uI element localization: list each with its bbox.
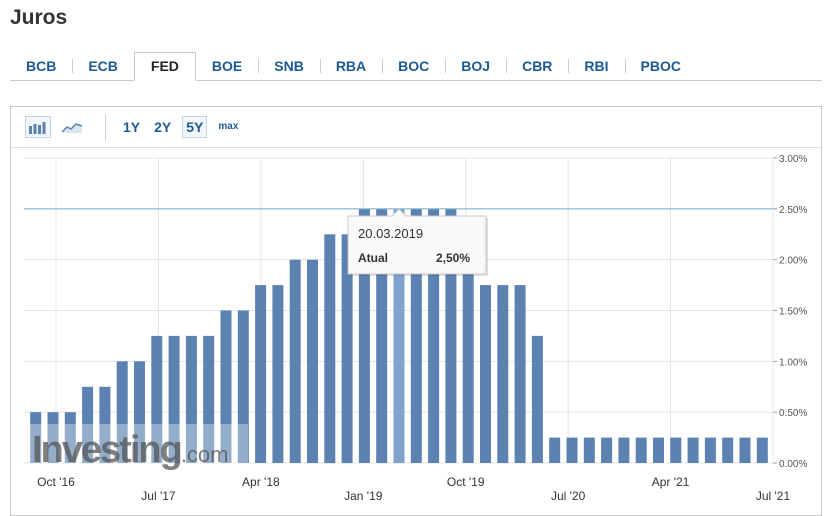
bar bbox=[722, 437, 734, 463]
bar bbox=[30, 412, 42, 463]
bar bbox=[531, 335, 543, 463]
bar bbox=[99, 386, 111, 464]
bar bbox=[376, 208, 388, 463]
bar bbox=[47, 412, 59, 463]
x-tick-label: Oct '16 bbox=[37, 475, 75, 489]
range-2y-button[interactable]: 2Y bbox=[154, 119, 172, 135]
tooltip-value: 2,50% bbox=[436, 251, 470, 265]
bar bbox=[566, 437, 578, 463]
x-tick-label: Jul '21 bbox=[756, 489, 791, 503]
toolbar-divider bbox=[105, 114, 106, 140]
bar bbox=[635, 437, 647, 463]
tab-boe[interactable]: BOE bbox=[211, 58, 243, 74]
bar bbox=[168, 335, 180, 463]
bar bbox=[601, 437, 613, 463]
x-tick-label: Jul '20 bbox=[551, 489, 586, 503]
bar bbox=[64, 412, 76, 463]
tooltip-box bbox=[347, 208, 487, 275]
bar bbox=[704, 437, 716, 463]
bar bbox=[497, 285, 509, 463]
area-chart-icon[interactable] bbox=[59, 116, 85, 138]
bar bbox=[462, 259, 474, 463]
x-tick-label: Jul '17 bbox=[141, 489, 176, 503]
bar bbox=[341, 234, 353, 464]
chart-toolbar: 1Y 2Y 5Y max bbox=[25, 114, 249, 140]
bar bbox=[289, 259, 301, 463]
range-5y-button[interactable]: 5Y bbox=[182, 116, 208, 138]
bar bbox=[514, 285, 526, 463]
watermark-main: Investing bbox=[32, 429, 181, 471]
y-tick-label: 0.50% bbox=[779, 408, 807, 419]
bar bbox=[358, 208, 370, 463]
tab-fed[interactable]: FED bbox=[133, 52, 196, 81]
x-tick-label: Jan '19 bbox=[344, 489, 383, 503]
tooltip-date: 20.03.2019 bbox=[358, 226, 423, 241]
tab-pboc[interactable]: PBOC bbox=[624, 52, 697, 80]
watermark-backdrop bbox=[28, 424, 248, 464]
tab-cbr[interactable]: CBR bbox=[506, 52, 568, 80]
bar bbox=[756, 437, 768, 463]
bar bbox=[445, 208, 457, 463]
bar bbox=[307, 259, 318, 463]
tooltip: 20.03.2019 Atual 2,50% bbox=[347, 208, 488, 276]
y-tick-label: 2.00% bbox=[779, 256, 807, 267]
bar bbox=[255, 285, 267, 463]
tooltip-label: Atual bbox=[358, 251, 388, 265]
bar bbox=[670, 437, 682, 463]
bar bbox=[203, 335, 215, 463]
bar bbox=[393, 208, 405, 463]
bar bbox=[116, 361, 128, 463]
x-tick-label: Apr '21 bbox=[652, 475, 690, 489]
bar bbox=[134, 361, 145, 463]
bar bbox=[687, 437, 699, 463]
range-1y-button[interactable]: 1Y bbox=[123, 119, 141, 135]
bar bbox=[583, 437, 595, 463]
toolbar-divider-line bbox=[11, 147, 821, 148]
bar bbox=[151, 335, 163, 463]
y-tick-label: 1.00% bbox=[779, 357, 807, 368]
bar bbox=[82, 386, 94, 464]
bar bbox=[220, 310, 232, 463]
y-tick-label: 2.50% bbox=[779, 205, 807, 216]
tab-snb[interactable]: SNB bbox=[258, 52, 320, 80]
watermark-suffix: .com bbox=[181, 442, 229, 467]
watermark-logo: Investing.com bbox=[32, 429, 229, 471]
central-bank-tabs: BCB ECB FED BOE SNB RBA BOC BOJ CBR RBI PBOC bbox=[10, 52, 822, 81]
y-tick-label: 0.00% bbox=[779, 459, 807, 470]
tab-bcb[interactable]: BCB bbox=[26, 58, 57, 74]
bar bbox=[324, 234, 336, 464]
x-tick-label: Apr '18 bbox=[242, 475, 280, 489]
tab-ecb[interactable]: ECB bbox=[72, 52, 134, 80]
x-tick-label: Oct '19 bbox=[447, 475, 485, 489]
tab-boj[interactable]: BOJ bbox=[445, 52, 506, 80]
bar-chart-icon[interactable] bbox=[25, 116, 51, 138]
y-tick-label: 3.00% bbox=[779, 154, 807, 165]
bar bbox=[410, 208, 422, 463]
bar bbox=[480, 285, 491, 463]
tab-rba[interactable]: RBA bbox=[319, 52, 382, 80]
y-tick-label: 1.50% bbox=[779, 307, 807, 318]
bar bbox=[237, 310, 249, 463]
bar bbox=[272, 285, 284, 463]
bar bbox=[428, 208, 440, 463]
range-max-button[interactable]: max bbox=[218, 121, 239, 132]
bar bbox=[185, 335, 197, 463]
bar bbox=[549, 437, 561, 463]
tab-boc[interactable]: BOC bbox=[382, 52, 445, 80]
range-selector: 1Y 2Y 5Y max bbox=[120, 116, 249, 138]
tab-rbi[interactable]: RBI bbox=[568, 52, 624, 80]
bar bbox=[653, 437, 664, 463]
page-title: Juros bbox=[10, 6, 68, 29]
bar bbox=[618, 437, 630, 463]
bar bbox=[739, 437, 751, 463]
